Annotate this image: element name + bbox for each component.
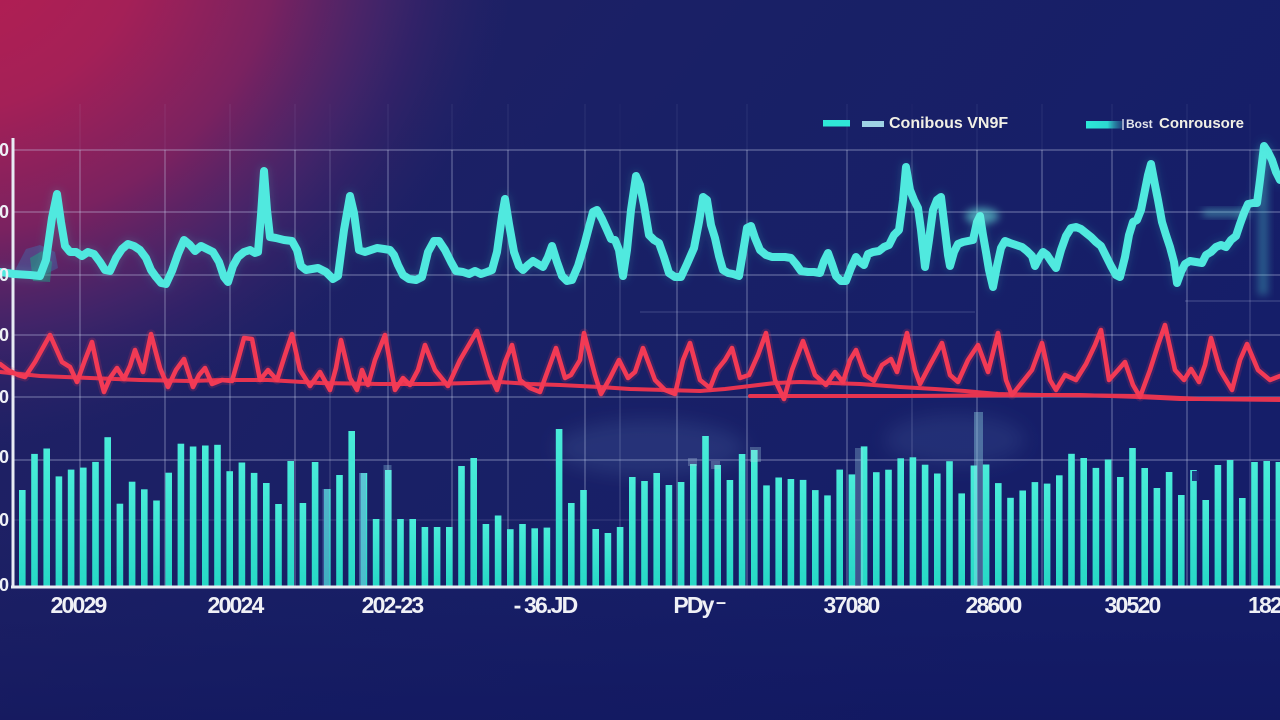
svg-text:PDy: PDy: [673, 592, 714, 618]
svg-text:0: 0: [0, 325, 9, 345]
svg-text:0: 0: [0, 387, 9, 407]
svg-text:0: 0: [0, 575, 9, 595]
svg-text:30520: 30520: [1105, 592, 1161, 618]
svg-text:- 36.JD: - 36.JD: [514, 592, 578, 618]
svg-text:20024: 20024: [208, 592, 265, 618]
svg-text:0: 0: [0, 447, 9, 467]
svg-text:0: 0: [0, 202, 9, 222]
svg-text:28600: 28600: [966, 592, 1022, 618]
svg-text:202-23: 202-23: [362, 592, 424, 618]
svg-text:Conrousore: Conrousore: [1159, 115, 1244, 132]
svg-text:20029: 20029: [51, 592, 107, 618]
svg-text:0: 0: [0, 510, 9, 530]
svg-text:0: 0: [0, 265, 9, 285]
svg-text:–: –: [716, 592, 726, 612]
svg-text:Bost: Bost: [1126, 117, 1153, 131]
svg-text:0: 0: [0, 140, 9, 160]
svg-text:Conibous VN9F: Conibous VN9F: [889, 115, 1008, 132]
svg-text:1820: 1820: [1248, 592, 1280, 618]
svg-text:37080: 37080: [824, 592, 880, 618]
